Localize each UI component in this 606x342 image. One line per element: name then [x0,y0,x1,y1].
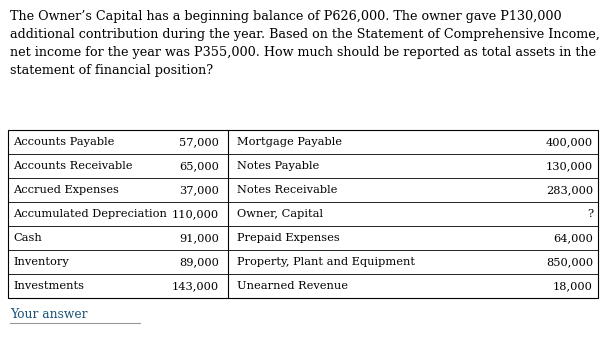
Text: Your answer: Your answer [10,308,87,321]
Text: Cash: Cash [13,233,42,243]
Bar [8,130,598,298]
Text: 18,000: 18,000 [553,281,593,291]
Text: ?: ? [587,209,593,219]
Text: 64,000: 64,000 [553,233,593,243]
Text: 91,000: 91,000 [179,233,219,243]
Text: 130,000: 130,000 [546,161,593,171]
Text: Property, Plant and Equipment: Property, Plant and Equipment [237,257,415,267]
Text: 143,000: 143,000 [172,281,219,291]
Text: 110,000: 110,000 [172,209,219,219]
Text: net income for the year was P355,000. How much should be reported as total asset: net income for the year was P355,000. Ho… [10,46,596,59]
Text: Notes Payable: Notes Payable [237,161,319,171]
Text: Accounts Receivable: Accounts Receivable [13,161,133,171]
Text: 37,000: 37,000 [179,185,219,195]
Text: Owner, Capital: Owner, Capital [237,209,323,219]
Text: statement of financial position?: statement of financial position? [10,64,213,77]
Text: 850,000: 850,000 [546,257,593,267]
Text: Inventory: Inventory [13,257,68,267]
Text: 89,000: 89,000 [179,257,219,267]
Text: 65,000: 65,000 [179,161,219,171]
Text: Unearned Revenue: Unearned Revenue [237,281,348,291]
Text: additional contribution during the year. Based on the Statement of Comprehensive: additional contribution during the year.… [10,28,600,41]
Text: Investments: Investments [13,281,84,291]
Text: Accrued Expenses: Accrued Expenses [13,185,119,195]
Text: 400,000: 400,000 [546,137,593,147]
Text: 57,000: 57,000 [179,137,219,147]
Text: Mortgage Payable: Mortgage Payable [237,137,342,147]
Text: The Owner’s Capital has a beginning balance of P626,000. The owner gave P130,000: The Owner’s Capital has a beginning bala… [10,10,562,23]
Text: Notes Receivable: Notes Receivable [237,185,338,195]
Text: 283,000: 283,000 [546,185,593,195]
Text: Accumulated Depreciation: Accumulated Depreciation [13,209,167,219]
Text: Prepaid Expenses: Prepaid Expenses [237,233,340,243]
Text: Accounts Payable: Accounts Payable [13,137,115,147]
